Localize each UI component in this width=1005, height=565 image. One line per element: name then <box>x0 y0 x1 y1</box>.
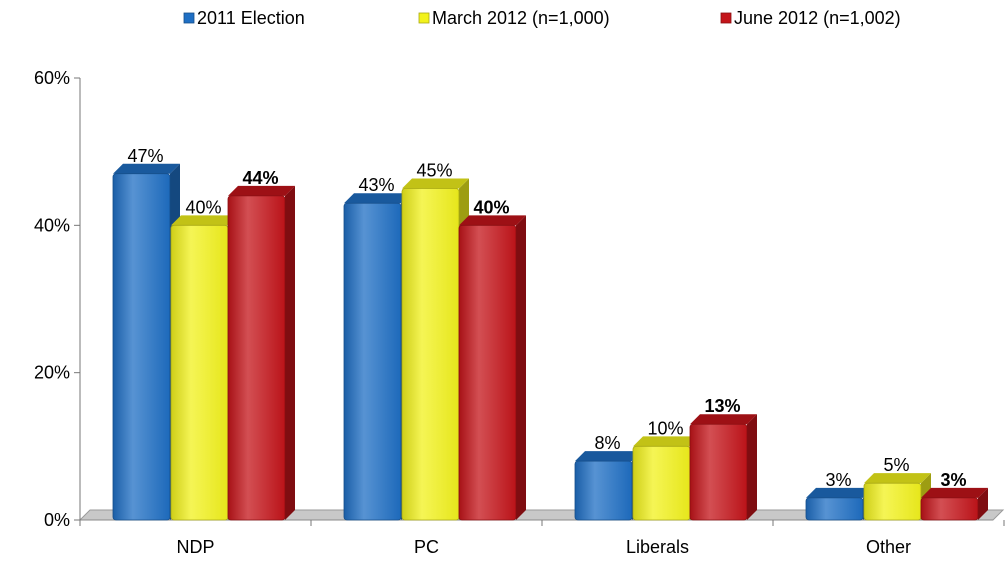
legend-label: March 2012 (n=1,000) <box>432 8 610 28</box>
legend-label: June 2012 (n=1,002) <box>734 8 901 28</box>
bar-top <box>459 215 526 226</box>
bar-top <box>402 178 469 189</box>
y-tick-label: 40% <box>34 215 70 235</box>
bar-top <box>575 451 642 462</box>
bar-top <box>690 414 757 425</box>
bar-side <box>285 185 295 520</box>
bar-top <box>633 436 700 447</box>
bar-top <box>344 193 411 204</box>
bar-front <box>458 224 517 521</box>
bar <box>343 193 411 521</box>
bar-front <box>805 497 864 521</box>
bar-top <box>921 487 988 498</box>
bar-side <box>978 487 988 520</box>
data-label: 10% <box>647 418 683 438</box>
data-label: 8% <box>594 433 620 453</box>
bar-top <box>228 185 295 196</box>
data-label: 47% <box>127 146 163 166</box>
data-label: 13% <box>704 396 740 416</box>
bar-front <box>920 497 979 521</box>
data-label: 43% <box>358 175 394 195</box>
legend-swatch <box>418 12 430 24</box>
bar-front <box>401 188 460 521</box>
x-tick-label: PC <box>414 537 439 557</box>
bar-top <box>171 215 238 226</box>
bar-side <box>747 414 757 520</box>
legend-item: March 2012 (n=1,000) <box>418 8 610 28</box>
bar <box>805 487 873 521</box>
bar-side <box>516 215 526 521</box>
x-tick-label: Liberals <box>626 537 689 557</box>
data-label: 40% <box>473 197 509 217</box>
bar <box>458 215 526 521</box>
legend-swatch <box>720 12 732 24</box>
bar-top <box>864 473 931 484</box>
x-tick-label: Other <box>866 537 911 557</box>
bar-front <box>574 460 633 521</box>
bar <box>920 487 988 521</box>
bar-front <box>112 173 171 521</box>
y-tick-label: 0% <box>44 510 70 530</box>
bar <box>227 185 295 521</box>
legend-item: 2011 Election <box>183 8 305 28</box>
bar-front <box>227 195 286 521</box>
data-label: 44% <box>242 168 278 188</box>
data-label: 3% <box>940 470 966 490</box>
bar-front <box>689 423 748 521</box>
data-label: 5% <box>883 455 909 475</box>
bar <box>112 163 180 521</box>
legend-item: June 2012 (n=1,002) <box>720 8 901 28</box>
data-label: 45% <box>416 161 452 181</box>
legend-swatch <box>183 12 195 24</box>
bar-top <box>113 163 180 174</box>
bar-front <box>863 482 922 521</box>
y-tick-label: 60% <box>34 68 70 88</box>
bar-top <box>806 487 873 498</box>
y-tick-label: 20% <box>34 363 70 383</box>
bar-front <box>343 202 402 521</box>
bar-front <box>170 224 229 521</box>
bar-front <box>632 445 691 521</box>
bar <box>574 451 642 521</box>
bar <box>689 414 757 521</box>
data-label: 40% <box>185 197 221 217</box>
legend-label: 2011 Election <box>197 8 305 28</box>
data-label: 3% <box>825 470 851 490</box>
x-tick-label: NDP <box>176 537 214 557</box>
